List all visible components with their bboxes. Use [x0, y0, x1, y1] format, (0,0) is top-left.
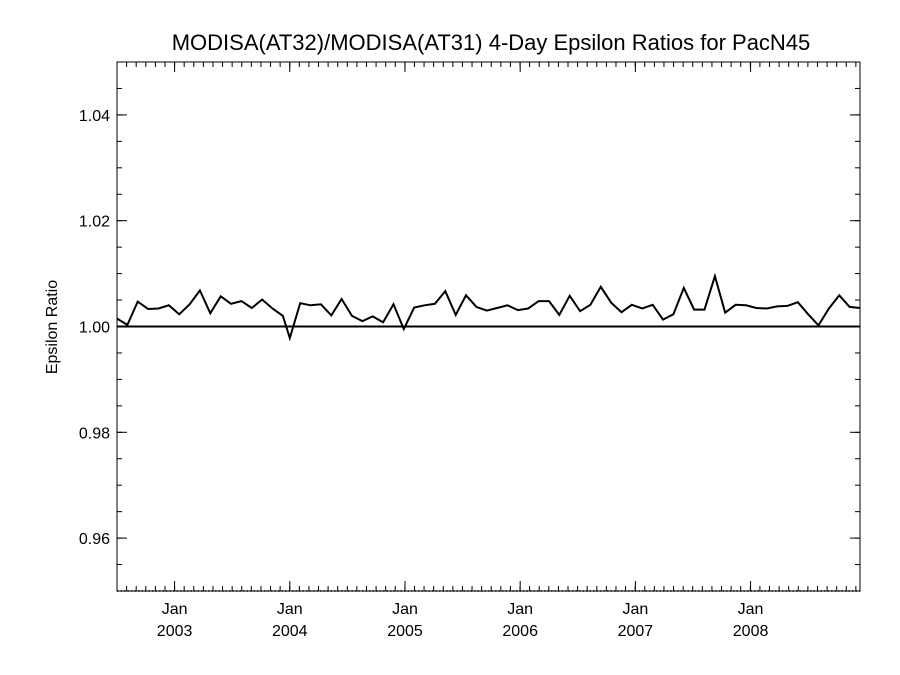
x-tick-label-year: 2007	[618, 623, 654, 640]
tick-labels: 0.96 0.98 1.00 1.02 1.04 Jan 2003 Jan 2004 Jan 200…	[79, 108, 769, 640]
x-tick-label-month: Jan	[162, 601, 188, 618]
x-tick-label-year: 2005	[387, 623, 423, 640]
chart-title: MODISA(AT32)/MODISA(AT31) 4-Day Epsilon …	[172, 30, 811, 55]
x-tick-label-year: 2004	[272, 623, 308, 640]
x-tick-label-year: 2003	[157, 623, 193, 640]
x-tick-label-month: Jan	[392, 601, 418, 618]
x-tick-label-month: Jan	[738, 601, 764, 618]
axis-ticks	[117, 62, 860, 591]
x-tick-label-year: 2008	[733, 623, 769, 640]
y-tick-label: 0.98	[79, 425, 110, 442]
x-tick-label-month: Jan	[622, 601, 648, 618]
y-tick-label: 1.00	[79, 320, 110, 337]
y-tick-label: 1.04	[79, 108, 110, 125]
y-tick-label: 1.02	[79, 214, 110, 231]
x-tick-label-month: Jan	[507, 601, 533, 618]
x-tick-label-year: 2006	[502, 623, 538, 640]
x-tick-label-month: Jan	[277, 601, 303, 618]
series-line	[116, 272, 861, 342]
y-axis-label: Epsilon Ratio	[44, 280, 61, 374]
y-tick-label: 0.96	[79, 531, 110, 548]
